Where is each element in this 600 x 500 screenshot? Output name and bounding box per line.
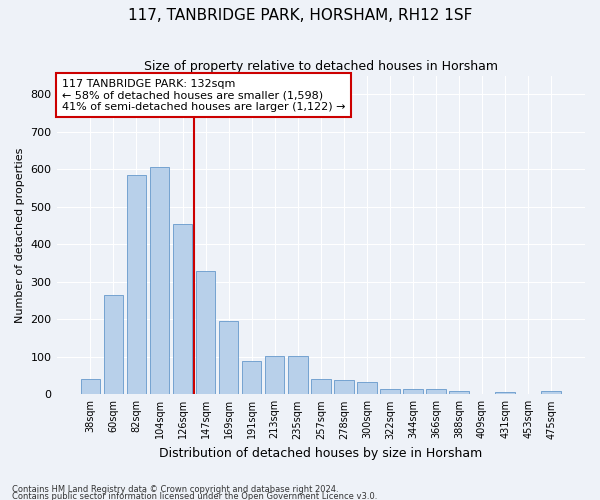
Title: Size of property relative to detached houses in Horsham: Size of property relative to detached ho… xyxy=(144,60,498,73)
Bar xyxy=(149,168,169,394)
Bar xyxy=(242,360,262,394)
Text: Contains HM Land Registry data © Crown copyright and database right 2024.: Contains HM Land Registry data © Crown c… xyxy=(12,486,338,494)
X-axis label: Distribution of detached houses by size in Horsham: Distribution of detached houses by size … xyxy=(159,447,482,460)
Text: 117 TANBRIDGE PARK: 132sqm
← 58% of detached houses are smaller (1,598)
41% of s: 117 TANBRIDGE PARK: 132sqm ← 58% of deta… xyxy=(62,78,346,112)
Bar xyxy=(334,380,353,394)
Bar xyxy=(219,321,238,394)
Bar xyxy=(311,378,331,394)
Bar xyxy=(173,224,193,394)
Bar xyxy=(104,295,123,394)
Bar xyxy=(541,392,561,394)
Bar xyxy=(496,392,515,394)
Bar xyxy=(288,356,308,395)
Bar xyxy=(357,382,377,394)
Bar xyxy=(80,380,100,394)
Text: 117, TANBRIDGE PARK, HORSHAM, RH12 1SF: 117, TANBRIDGE PARK, HORSHAM, RH12 1SF xyxy=(128,8,472,22)
Bar xyxy=(380,389,400,394)
Bar xyxy=(127,175,146,394)
Bar xyxy=(265,356,284,395)
Bar xyxy=(426,390,446,394)
Bar xyxy=(449,390,469,394)
Text: Contains public sector information licensed under the Open Government Licence v3: Contains public sector information licen… xyxy=(12,492,377,500)
Bar xyxy=(403,388,423,394)
Y-axis label: Number of detached properties: Number of detached properties xyxy=(15,147,25,322)
Bar xyxy=(196,270,215,394)
